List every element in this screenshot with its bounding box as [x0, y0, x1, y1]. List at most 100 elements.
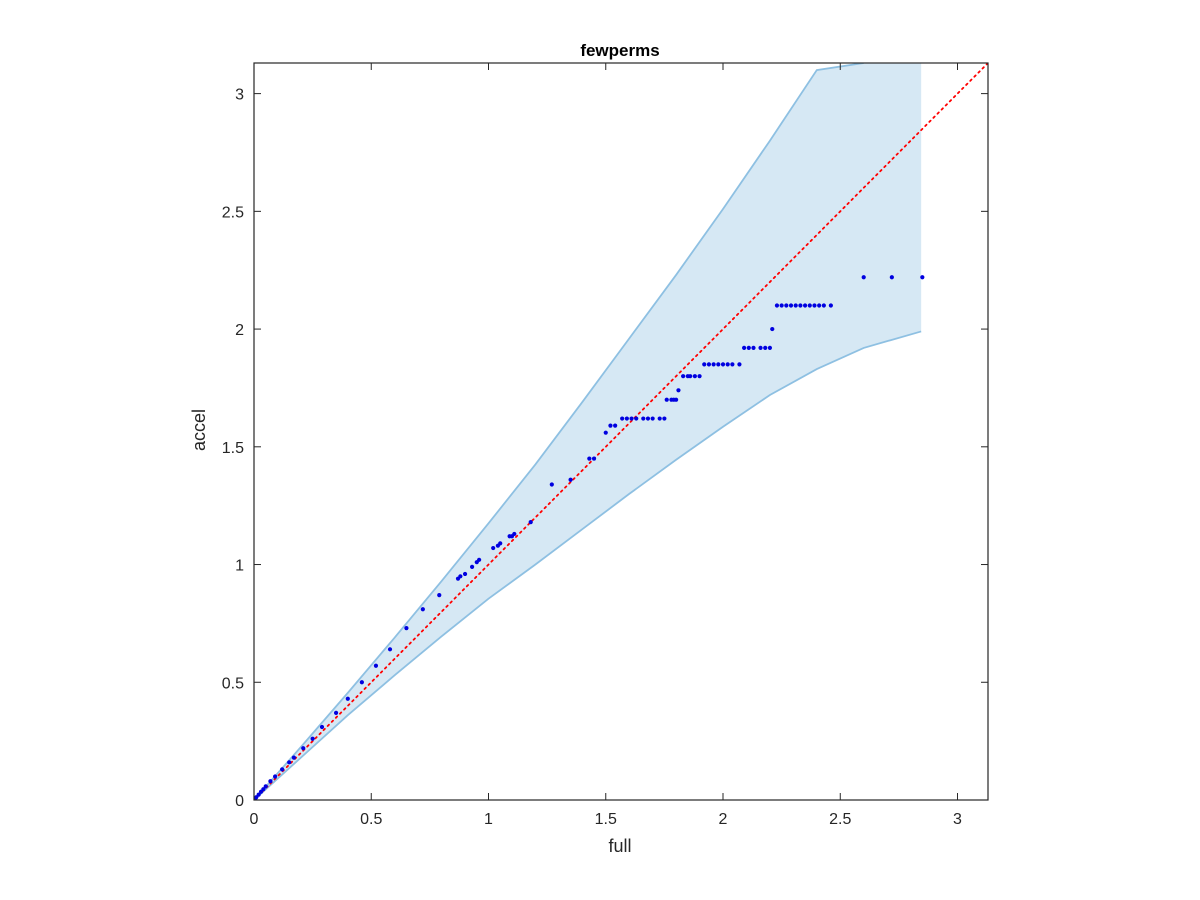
- data-point: [725, 362, 730, 367]
- data-point: [498, 541, 503, 546]
- data-point: [256, 792, 261, 797]
- axes-layer: [253, 62, 989, 801]
- data-point: [603, 430, 608, 435]
- data-point: [692, 374, 697, 379]
- data-point: [812, 303, 817, 308]
- data-point: [287, 760, 292, 765]
- y-tick-label: 0: [235, 793, 244, 810]
- data-point: [620, 416, 625, 421]
- data-point: [280, 767, 285, 772]
- data-point: [763, 345, 768, 351]
- data-point: [404, 626, 409, 631]
- data-point: [645, 416, 651, 421]
- data-point: [263, 784, 268, 789]
- data-point: [889, 275, 894, 280]
- data-point: [697, 374, 702, 379]
- data-point: [774, 303, 780, 308]
- data-point: [737, 362, 742, 367]
- data-point: [591, 456, 597, 461]
- data-point: [664, 397, 669, 402]
- data-point: [742, 345, 747, 351]
- data-point: [650, 416, 655, 421]
- confidence-band-layer: [254, 63, 922, 800]
- data-point: [261, 787, 266, 792]
- x-tick-label: 1.5: [595, 811, 617, 828]
- data-point: [711, 362, 716, 367]
- data-point: [662, 416, 667, 421]
- data-point: [634, 416, 639, 421]
- y-axis-ticks: 0 0.5 1 1.5 2 2.5 3: [222, 87, 988, 810]
- data-point: [458, 574, 463, 579]
- data-point: [779, 303, 784, 308]
- data-point: [437, 593, 442, 598]
- y-tick-label: 1: [235, 558, 244, 575]
- data-point: [549, 482, 554, 487]
- data-point: [469, 564, 475, 569]
- data-point: [767, 345, 773, 351]
- data-point: [793, 303, 798, 308]
- data-point: [770, 326, 775, 332]
- x-tick-label: 2.5: [829, 811, 851, 828]
- data-point: [674, 397, 679, 402]
- data-point: [319, 724, 325, 730]
- x-axis-label: full: [608, 836, 631, 856]
- data-point: [788, 303, 794, 308]
- data-point: [477, 557, 482, 562]
- data-point: [688, 374, 693, 379]
- data-point: [333, 710, 339, 715]
- data-point: [462, 571, 468, 577]
- data-point: [359, 680, 364, 685]
- data-point: [491, 545, 496, 551]
- data-point: [608, 423, 613, 428]
- data-point: [702, 362, 707, 367]
- x-tick-label: 3: [953, 811, 962, 828]
- confidence-band-lower-edge: [254, 330, 922, 800]
- y-axis-label: accel: [189, 409, 209, 451]
- data-point: [920, 275, 925, 280]
- axes-box: [253, 62, 989, 801]
- data-point: [568, 477, 573, 482]
- data-point: [512, 531, 517, 537]
- x-tick-label: 0.5: [360, 811, 382, 828]
- data-point: [387, 647, 393, 652]
- data-point: [784, 303, 789, 308]
- data-point: [720, 362, 726, 367]
- y-tick-label: 1.5: [222, 440, 244, 457]
- data-point: [802, 303, 808, 308]
- data-point: [730, 362, 735, 367]
- data-point: [798, 303, 803, 308]
- data-point: [746, 345, 751, 351]
- confidence-band-upper-edge: [254, 63, 864, 800]
- reference-line: [254, 63, 988, 800]
- data-point: [268, 779, 273, 784]
- y-tick-label: 3: [235, 87, 244, 104]
- data-point: [528, 520, 533, 525]
- data-point: [821, 303, 826, 308]
- data-point: [861, 275, 866, 280]
- data-point: [373, 663, 379, 668]
- data-point: [613, 423, 618, 428]
- data-point: [587, 456, 592, 461]
- data-point: [657, 416, 662, 421]
- x-tick-label: 2: [719, 811, 728, 828]
- data-point: [716, 362, 721, 367]
- y-tick-label: 0.5: [222, 675, 244, 692]
- data-point: [641, 416, 646, 421]
- reference-line-layer: [254, 63, 988, 800]
- data-point: [629, 416, 634, 421]
- data-point: [273, 774, 278, 779]
- chart-title: fewperms: [580, 41, 659, 60]
- data-point: [681, 374, 686, 379]
- x-tick-label: 0: [250, 811, 259, 828]
- data-point: [828, 303, 833, 308]
- data-point: [310, 736, 315, 741]
- data-point: [676, 388, 681, 393]
- data-point: [817, 303, 822, 308]
- data-point: [291, 755, 296, 760]
- data-point: [301, 746, 306, 751]
- data-point: [706, 362, 712, 367]
- data-point: [758, 345, 763, 351]
- data-point: [345, 696, 350, 701]
- y-tick-label: 2.5: [222, 204, 244, 221]
